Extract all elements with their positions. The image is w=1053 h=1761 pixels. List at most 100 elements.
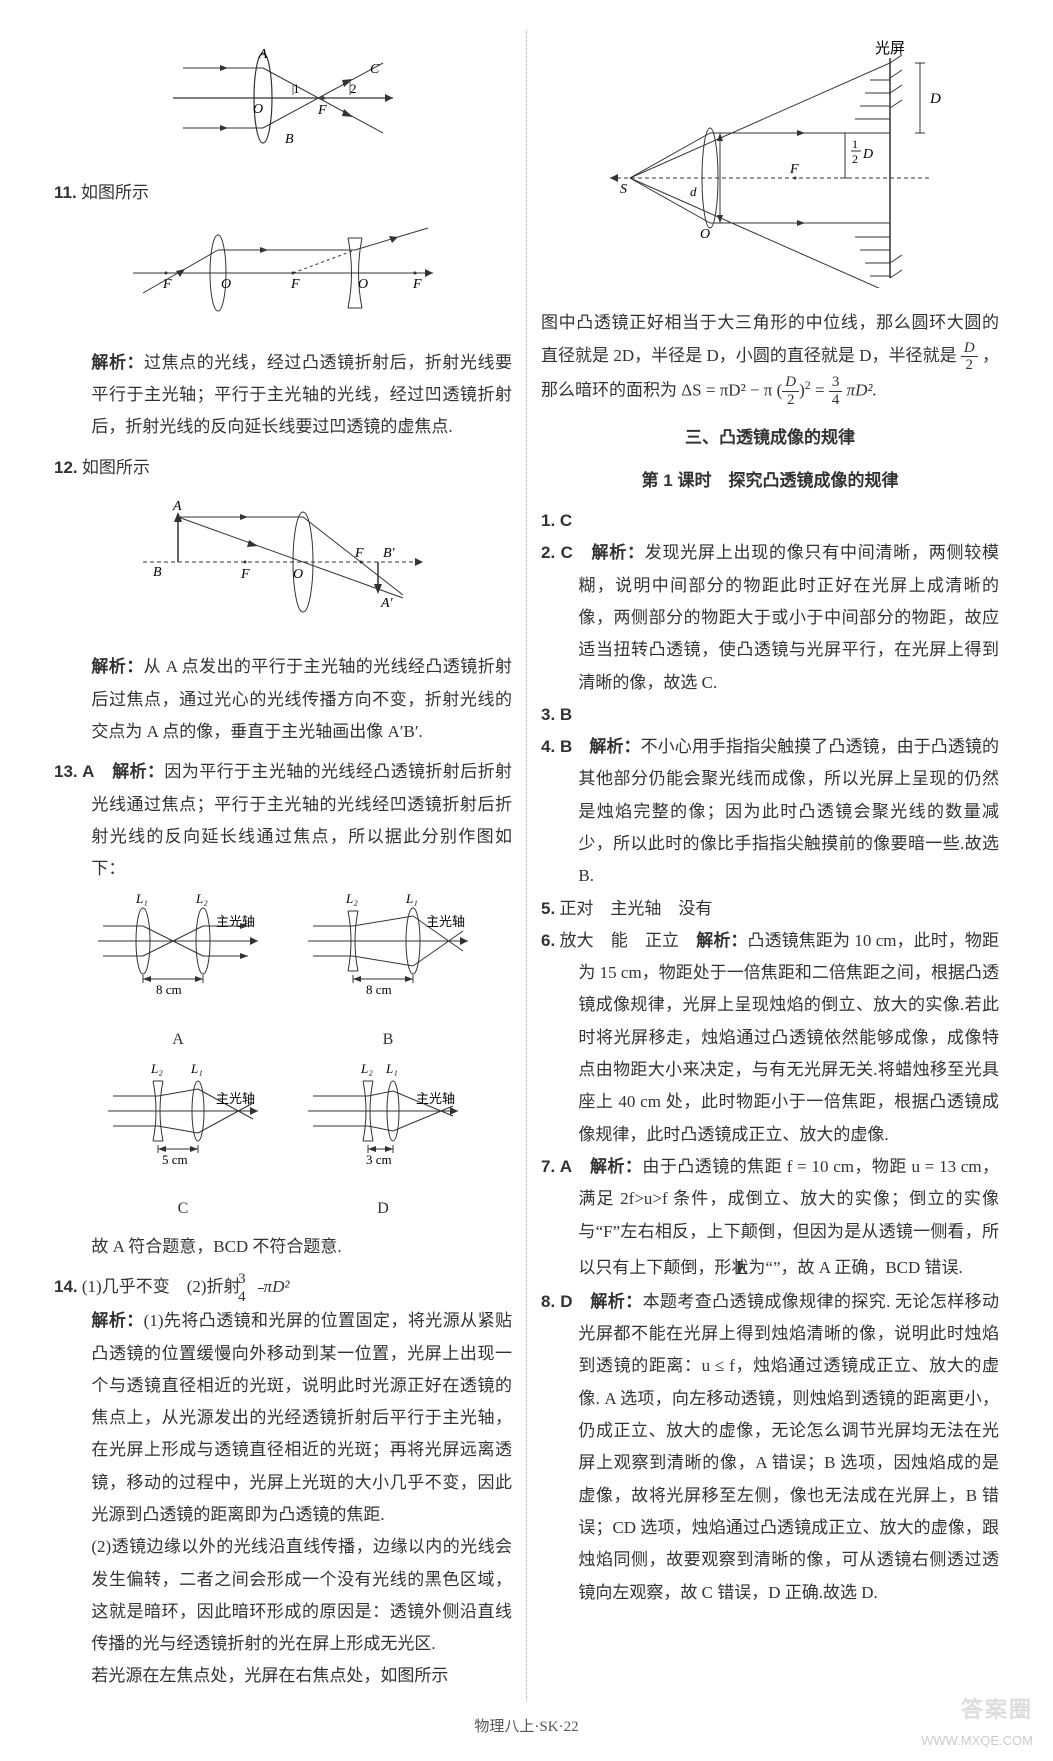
svg-text:2: 2 — [852, 152, 858, 166]
svg-text:A: A — [172, 499, 182, 514]
svg-text:主光轴: 主光轴 — [216, 1091, 255, 1106]
svg-text:B: B — [153, 565, 162, 580]
svg-text:8 cm: 8 cm — [366, 982, 392, 997]
svg-text:O: O — [221, 277, 231, 292]
q6: 6. 放大 能 正立 解析：凸透镜焦距为 10 cm，此时，物距为 15 cm，… — [541, 925, 999, 1151]
svg-text:2: 2 — [350, 81, 357, 96]
svg-text:3 cm: 3 cm — [366, 1152, 392, 1167]
q13-num: 13. A — [54, 762, 94, 781]
svg-text:L₁: L₁ — [135, 891, 148, 906]
explain-label: 解析： — [91, 657, 143, 676]
svg-text:A′: A′ — [380, 596, 394, 611]
svg-text:D: D — [862, 147, 873, 162]
q13-fig-C: 主光轴 L₂ L₁ 5 cm C — [98, 1061, 268, 1225]
svg-text:8 cm: 8 cm — [156, 982, 182, 997]
svg-text:1: 1 — [852, 137, 858, 151]
right-para1: 图中凸透镜正好相当于大三角形的中位线，那么圆环大圆的直径就是 2D，半径是 D，… — [541, 307, 999, 408]
q14-lead: 14. (1)几乎不变 (2)折射 34πD² — [54, 1271, 512, 1305]
para1d: πD². — [847, 380, 877, 399]
q11-lead: 11. 如图所示 — [54, 177, 512, 209]
fig-cap-C: C — [98, 1194, 268, 1224]
frac-D-2: D2 — [961, 340, 978, 374]
para1c: = — [815, 380, 829, 399]
q13-concl: 故 A 符合题意，BCD 不符合题意. — [54, 1231, 512, 1263]
q6-num: 6. — [541, 931, 555, 950]
q12-num: 12. — [54, 458, 78, 477]
svg-text:O: O — [253, 102, 263, 117]
svg-text:A: A — [258, 47, 268, 62]
lens-figure-top: A O F B C 1 2 — [54, 38, 512, 169]
svg-text:L₂: L₂ — [195, 891, 208, 906]
svg-text:光屏: 光屏 — [875, 40, 905, 57]
svg-text:L₁: L₁ — [190, 1061, 203, 1076]
fig-cap-B: B — [298, 1025, 478, 1055]
svg-text:F: F — [412, 277, 422, 292]
q14-exp1: 解析：(1)先将凸透镜和光屏的位置固定，将光源从紧贴凸透镜的位置缓慢向外移动到某… — [54, 1305, 512, 1531]
q13-fig-A: 主光轴 L₁ L₂ 8 cm A — [88, 891, 268, 1055]
q2-num: 2. C — [541, 543, 573, 562]
q14-exp3: 若光源在左焦点处，光屏在右焦点处，如图所示 — [54, 1660, 512, 1692]
svg-text:F: F — [290, 277, 300, 292]
q12-text: 如图所示 — [82, 458, 150, 477]
q8: 8. D 解析：本题考查凸透镜成像规律的探究. 无论怎样移动光屏都不能在光屏上得… — [541, 1286, 999, 1609]
svg-text:主光轴: 主光轴 — [416, 1091, 455, 1106]
q1: 1. C — [541, 505, 999, 537]
fig-cap-D: D — [298, 1194, 468, 1224]
svg-text:d: d — [690, 184, 697, 199]
q6-exp: 凸透镜焦距为 10 cm，此时，物距为 15 cm，物距处于一倍焦距和二倍焦距之… — [578, 931, 999, 1144]
svg-text:L₂: L₂ — [345, 891, 358, 906]
q3-num: 3. B — [541, 705, 572, 724]
q11-num: 11. — [54, 183, 77, 202]
q1-num: 1. C — [541, 511, 572, 530]
frac-D-2b: D2 — [782, 374, 799, 408]
fig-cap-A: A — [88, 1025, 268, 1055]
q11-figure: F O F O F — [54, 218, 512, 339]
right-top-figure: 光屏 O S F — [541, 38, 999, 299]
q12-lead: 12. 如图所示 — [54, 452, 512, 484]
svg-text:F: F — [317, 103, 327, 118]
explain-label: 解析： — [91, 1311, 143, 1330]
q11-exp-text: 过焦点的光线，经过凸透镜折射后，折射光线要平行于主光轴；平行于主光轴的光线，经过… — [91, 353, 512, 437]
q12-exp-text: 从 A 点发出的平行于主光轴的光线经凸透镜折射后过焦点，通过光心的光线传播方向不… — [91, 657, 512, 741]
explain-label: 解析： — [696, 931, 747, 950]
q2: 2. C 解析：发现光屏上出现的像只有中间清晰，两侧较模糊，说明中间部分的物距此… — [541, 537, 999, 698]
svg-text:主光轴: 主光轴 — [216, 914, 255, 929]
q14-num: 14. — [54, 1277, 78, 1296]
svg-text:O: O — [293, 567, 303, 582]
svg-text:L₁: L₁ — [385, 1061, 398, 1076]
q13-fig-B: 主光轴 L₁ L₂ 8 cm B — [298, 891, 478, 1055]
q5-text: 正对 主光轴 没有 — [559, 899, 712, 918]
q7: 7. A 解析：由于凸透镜的焦距 f = 10 cm，物距 u = 13 cm，… — [541, 1151, 999, 1286]
svg-text:1: 1 — [293, 81, 300, 96]
q14-exp2: (2)透镜边缘以外的光线沿直线传播，边缘以内的光线会发生偏转，二者之间会形成一个… — [54, 1531, 512, 1660]
q12-figure: O F F A B B′ — [54, 492, 512, 643]
svg-text:F: F — [240, 567, 250, 582]
para1a: 图中凸透镜正好相当于大三角形的中位线，那么圆环大圆的直径就是 2D，半径是 D，… — [541, 313, 999, 364]
piD2: πD² — [264, 1277, 290, 1296]
q13-text: 13. A 解析：因为平行于主光轴的光线经凸透镜折射后折射光线通过焦点；平行于主… — [54, 756, 512, 885]
q4-num: 4. B — [541, 737, 572, 756]
explain-label: 解析： — [589, 737, 640, 756]
svg-text:B′: B′ — [383, 546, 396, 561]
q7-exp-b: ”，故 A 正确，BCD 错误. — [773, 1258, 963, 1277]
svg-text:C: C — [370, 62, 380, 77]
sub-title: 第 1 课时 探究凸透镜成像的规律 — [541, 465, 999, 497]
q3: 3. B — [541, 699, 999, 731]
explain-label: 解析： — [590, 1157, 642, 1176]
svg-text:主光轴: 主光轴 — [426, 914, 465, 929]
svg-text:F: F — [354, 546, 364, 561]
q8-num: 8. D — [541, 1292, 573, 1311]
q6-text: 放大 能 正立 — [560, 931, 697, 950]
frac-3-4b: 34 — [829, 374, 843, 408]
svg-text:5 cm: 5 cm — [162, 1152, 188, 1167]
q5: 5. 正对 主光轴 没有 — [541, 893, 999, 925]
svg-text:L₂: L₂ — [150, 1061, 163, 1076]
q4-exp: 不小心用手指指尖触摸了凸透镜，由于凸透镜的其他部分仍能会聚光线而成像，所以光屏上… — [578, 737, 999, 885]
explain-label: 解析： — [591, 543, 644, 562]
explain-label: 解析： — [112, 762, 164, 781]
svg-text:S: S — [620, 182, 627, 197]
q5-num: 5. — [541, 899, 555, 918]
q7-num: 7. A — [541, 1157, 572, 1176]
q8-exp: 本题考查凸透镜成像规律的探究. 无论怎样移动光屏都不能在光屏上得到烛焰清晰的像，… — [578, 1292, 999, 1602]
q4: 4. B 解析：不小心用手指指尖触摸了凸透镜，由于凸透镜的其他部分仍能会聚光线而… — [541, 731, 999, 892]
